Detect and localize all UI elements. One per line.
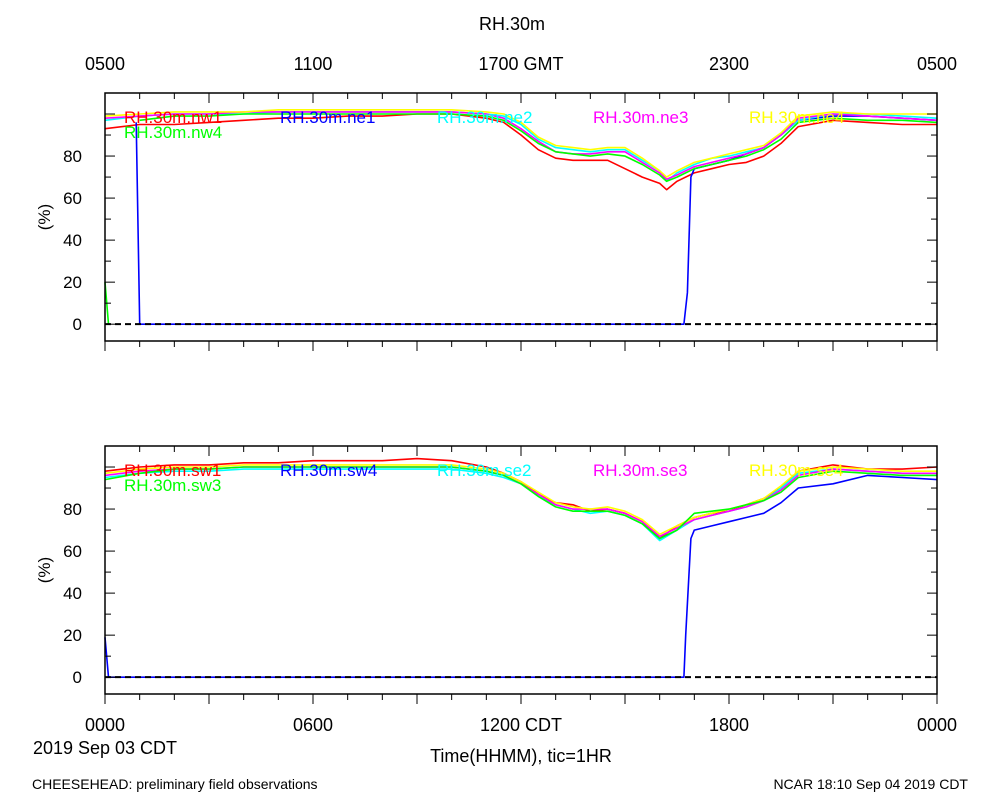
x-axis-title: Time(HHMM), tic=1HR <box>430 746 612 766</box>
footer-left: CHEESEHEAD: preliminary field observatio… <box>32 776 318 792</box>
legend-label: RH.30m.sw1 <box>124 461 221 480</box>
legend-label: RH.30m.nw4 <box>124 123 222 142</box>
y-tick-label: 0 <box>73 668 82 687</box>
legend-label: RH.30m.ne3 <box>593 108 688 127</box>
bottom-time-label: 1800 <box>709 715 749 735</box>
legend-label: RH.30m.nw1 <box>124 108 222 127</box>
series-line-RH.30m.nw1 <box>104 113 937 191</box>
bottom-time-label: 1200 CDT <box>480 715 562 735</box>
bottom-time-label: 0000 <box>85 715 125 735</box>
date-label: 2019 Sep 03 CDT <box>33 738 177 758</box>
series-line-RH.30m.ne3 <box>104 111 938 180</box>
y-axis-title: (%) <box>35 204 54 230</box>
legend-label: RH.30m.sw4 <box>280 461 377 480</box>
legend-label: RH.30m.sw3 <box>124 476 221 495</box>
legend-label: RH.30m.ne1 <box>280 108 375 127</box>
y-tick-label: 20 <box>63 626 82 645</box>
y-tick-label: 80 <box>63 147 82 166</box>
series-line-RH.30m.ne1 <box>135 115 938 325</box>
legend-label: RH.30m.se2 <box>437 461 531 480</box>
y-tick-label: 20 <box>63 273 82 292</box>
legend-label: RH.30m.se3 <box>593 461 687 480</box>
legend-label: RH.30m.ne2 <box>437 108 532 127</box>
y-tick-label: 80 <box>63 500 82 519</box>
top-time-label: 1700 GMT <box>478 54 563 74</box>
series-line-RH.30m.sw4 <box>104 474 938 678</box>
top-time-label: 0500 <box>917 54 957 74</box>
series-line-RH.30m.sw3 <box>104 466 937 540</box>
top-time-label: 0500 <box>85 54 125 74</box>
figure-title: RH.30m <box>479 14 545 34</box>
y-tick-label: 60 <box>63 542 82 561</box>
series-line-RH.30m.se4 <box>104 464 937 536</box>
y-tick-label: 40 <box>63 231 82 250</box>
top-time-axis-labels: 0500 1100 1700 GMT 2300 0500 <box>85 54 957 74</box>
bottom-time-axis-labels: 0000 0600 1200 CDT 1800 0000 <box>85 715 957 735</box>
legend-label: RH.30m.se4 <box>749 461 843 480</box>
series-line-RH.30m.ne4 <box>104 109 937 178</box>
series-line-RH.30m.nw4 <box>104 113 938 325</box>
footer-right: NCAR 18:10 Sep 04 2019 CDT <box>773 776 968 792</box>
y-axis-title: (%) <box>35 557 54 583</box>
south-panel: 0 20 40 60 80 (%) RH.30m.sw1 RH.30m.sw4 RH.30m.s… <box>35 445 938 704</box>
bottom-time-label: 0000 <box>917 715 957 735</box>
y-tick-label: 0 <box>73 315 82 334</box>
top-time-label: 1100 <box>294 54 333 74</box>
top-time-label: 2300 <box>709 54 749 74</box>
legend-label: RH.30m.ne4 <box>749 108 844 127</box>
y-tick-label: 60 <box>63 189 82 208</box>
bottom-time-label: 0600 <box>293 715 333 735</box>
north-panel: 0 20 40 60 80 (%) RH.30m.nw1 RH.30m.ne1 RH.30m.n… <box>35 92 938 351</box>
y-tick-label: 40 <box>63 584 82 603</box>
